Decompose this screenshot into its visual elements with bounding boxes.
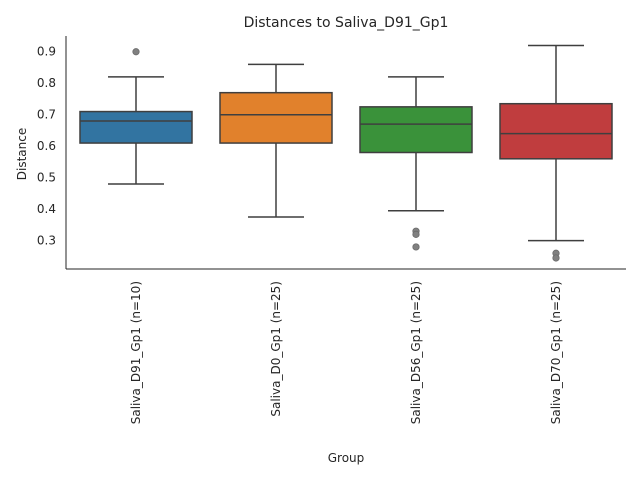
- x-tick-label: Saliva_D91_Gp1 (n=10): [129, 281, 143, 424]
- x-axis: Saliva_D91_Gp1 (n=10) Saliva_D0_Gp1 (n=25…: [66, 268, 626, 424]
- iqr-box: [499, 102, 613, 160]
- iqr-box: [359, 106, 473, 154]
- y-axis: 0.3 0.4 0.5 0.6 0.7 0.8 0.9: [37, 36, 67, 269]
- y-tick-label: 0.3: [37, 234, 56, 248]
- box-group: [219, 63, 333, 218]
- x-tick-label: Saliva_D0_Gp1 (n=25): [269, 281, 283, 417]
- y-tick-label: 0.9: [37, 45, 56, 59]
- outlier-point: [132, 48, 140, 56]
- x-tick-label: Saliva_D70_Gp1 (n=25): [549, 281, 563, 424]
- y-tick-label: 0.4: [37, 202, 56, 216]
- iqr-box: [79, 110, 193, 144]
- y-axis-label: Distance: [15, 128, 29, 180]
- y-tick-label: 0.8: [37, 76, 56, 90]
- chart-title: Distances to Saliva_D91_Gp1: [244, 15, 449, 31]
- box-group: [359, 76, 473, 251]
- x-tick-label: Saliva_D56_Gp1 (n=25): [409, 281, 423, 424]
- y-tick-label: 0.6: [37, 139, 56, 153]
- outlier-point: [552, 254, 560, 262]
- iqr-box: [219, 91, 333, 144]
- x-axis-label: Group: [328, 451, 365, 465]
- plot-area: [79, 44, 613, 262]
- box-group: [499, 44, 613, 262]
- box-group: [79, 48, 193, 185]
- y-tick-label: 0.5: [37, 171, 56, 185]
- outlier-point: [412, 243, 420, 251]
- y-tick-label: 0.7: [37, 108, 56, 122]
- outlier-point: [412, 230, 420, 238]
